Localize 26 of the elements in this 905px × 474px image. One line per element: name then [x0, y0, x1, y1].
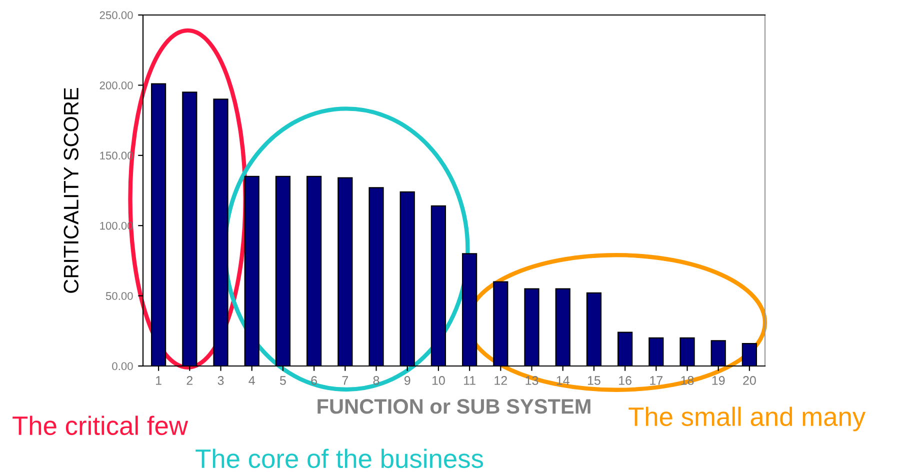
y-tick-label: 200.00: [100, 81, 133, 90]
y-tick-label: 0.00: [112, 362, 133, 370]
text: The core of the business: [196, 448, 484, 468]
y-tick-label: 50.00: [106, 292, 133, 300]
x-tick-label: 16: [619, 376, 632, 385]
x-tick-label: 20: [743, 376, 756, 385]
x-tick-label: 3: [218, 376, 224, 385]
y-axis-title: CRITICALITY SCORE: [64, 88, 79, 293]
x-tick-label: 19: [712, 376, 725, 385]
x-tick-label: 14: [556, 376, 570, 385]
x-tick-label: 12: [494, 376, 507, 385]
text: The small and many: [628, 406, 866, 432]
x-tick-label: 5: [280, 376, 286, 385]
x-tick-label: 2: [186, 376, 192, 385]
text: The critical few: [12, 416, 188, 436]
x-tick-label: 8: [373, 376, 380, 385]
x-tick-label: 10: [432, 376, 445, 385]
x-tick-label: 7: [342, 376, 348, 385]
x-tick-label: 4: [248, 376, 255, 385]
x-tick-label: 17: [650, 376, 662, 385]
x-tick-label: 11: [464, 376, 476, 385]
x-tick-label: 9: [404, 376, 410, 385]
x-axis-title: FUNCTION or SUB SYSTEM: [318, 399, 590, 414]
x-tick-label: 1: [156, 376, 162, 385]
x-tick-label: 15: [588, 376, 600, 385]
y-tick-label: 250.00: [100, 11, 133, 20]
